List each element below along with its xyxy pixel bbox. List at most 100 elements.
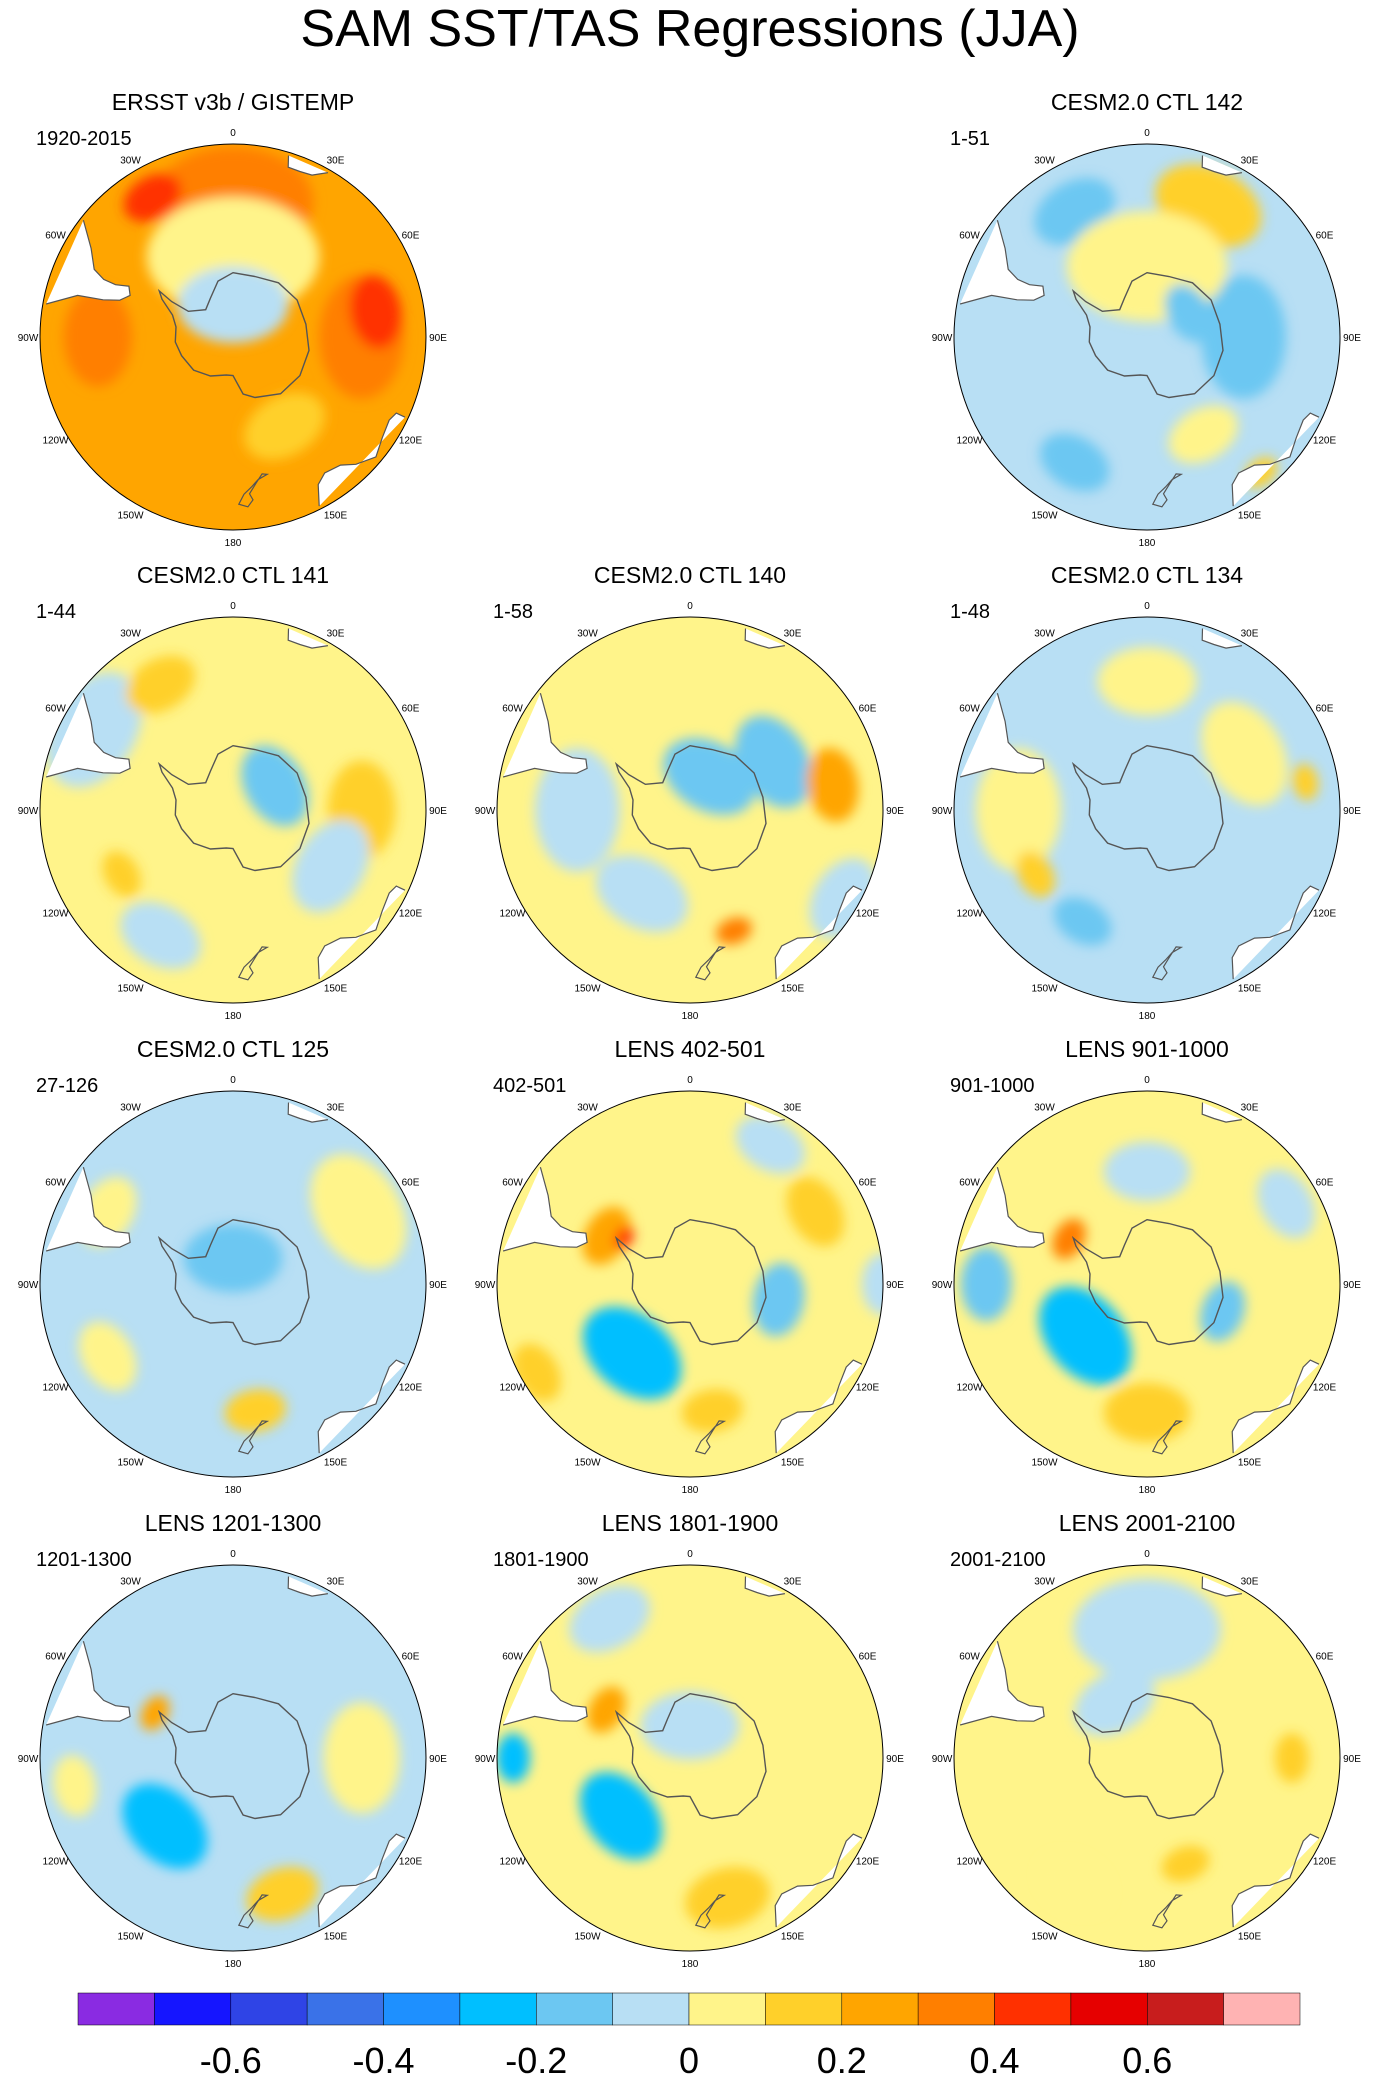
anomaly-region	[1103, 1141, 1191, 1202]
anomaly-region	[122, 1783, 208, 1869]
longitude-label: 60E	[1316, 1178, 1334, 1189]
anomaly-region	[1074, 1668, 1156, 1736]
panel-title: LENS 1201-1300	[145, 1510, 321, 1536]
anomaly-region	[1103, 1382, 1191, 1443]
antarctica-coast	[1071, 744, 1224, 872]
continent-coast	[502, 693, 588, 778]
longitude-label: 30E	[784, 1103, 802, 1114]
longitude-label: 120E	[1313, 436, 1337, 447]
colorbar-swatch	[765, 1992, 843, 2026]
longitude-label: 30E	[1241, 156, 1259, 167]
anomaly-region	[587, 1686, 626, 1733]
colorbar-swatch	[612, 1992, 690, 2026]
longitude-label: 0	[1144, 601, 1150, 612]
colorbar-swatch	[1147, 1992, 1224, 2026]
new-zealand-coast	[237, 1894, 270, 1929]
colorbar-tick-label: 0.2	[817, 2040, 867, 2081]
longitude-label: 60W	[45, 1178, 66, 1189]
anomaly-region	[1053, 897, 1112, 946]
longitude-label: 0	[687, 1549, 693, 1560]
longitude-label: 180	[1139, 1011, 1156, 1022]
panel-title: CESM2.0 CTL 140	[594, 562, 786, 588]
map-panel: 0 30E 60E 90E 120E 150E 180 150W 120W 90W 60W 30W LE…	[475, 1036, 905, 1496]
continent-coast	[502, 1641, 588, 1726]
longitude-label: 60E	[402, 1178, 420, 1189]
continent-coast	[287, 1102, 328, 1123]
panel-period: 27-126	[36, 1075, 98, 1097]
longitude-label: 90W	[932, 806, 953, 817]
coastlines	[959, 1102, 1320, 1455]
longitude-label: 150E	[781, 1458, 805, 1469]
colorbar-swatch	[77, 1992, 155, 2026]
panel-title: LENS 2001-2100	[1059, 1510, 1235, 1536]
background-field	[954, 1565, 1340, 1951]
longitude-label: 30W	[1034, 629, 1055, 640]
anomaly-region	[1164, 284, 1213, 342]
longitude-label: 180	[225, 1485, 242, 1496]
continent-coast	[287, 1576, 328, 1597]
longitude-label: 90W	[18, 1280, 39, 1291]
map-border	[39, 616, 427, 1004]
figure-title: SAM SST/TAS Regressions (JJA)	[300, 0, 1079, 58]
longitude-label: 60W	[502, 1652, 523, 1663]
longitude-label: 120E	[399, 909, 423, 920]
continent-coast	[744, 1102, 785, 1123]
panel-period: 1920-2015	[36, 128, 132, 150]
anomaly-field	[40, 1091, 426, 1477]
anomaly-region	[663, 738, 756, 816]
longitude-label: 0	[1144, 1549, 1150, 1560]
continent-coast	[1201, 1576, 1242, 1597]
new-zealand-coast	[1151, 1420, 1184, 1455]
continent-coast	[1201, 628, 1242, 649]
longitude-label: 120W	[499, 1857, 526, 1868]
longitude-label: 30E	[327, 1577, 345, 1588]
anomaly-field	[40, 144, 426, 530]
map-border	[39, 1090, 427, 1478]
continent-coast	[45, 220, 131, 305]
anomaly-region	[1201, 275, 1286, 399]
longitude-label: 30E	[327, 1103, 345, 1114]
longitude-label: 0	[230, 1075, 236, 1086]
coastlines	[45, 155, 406, 508]
anomaly-region	[63, 287, 132, 387]
longitude-label: 120W	[42, 1857, 69, 1868]
anomaly-region	[1168, 405, 1238, 464]
anomaly-region	[1200, 1281, 1246, 1342]
longitude-label: 60W	[502, 1178, 523, 1189]
longitude-label: 30E	[784, 629, 802, 640]
map-panel: 0 30E 60E 90E 120E 150E 180 150W 120W 90W 60W 30W LE…	[18, 1510, 448, 1970]
anomaly-region	[1257, 1169, 1316, 1239]
coastlines	[959, 628, 1320, 981]
coastlines	[502, 1102, 863, 1455]
longitude-label: 150W	[1031, 1458, 1058, 1469]
coastlines	[959, 155, 1320, 508]
colorbar-swatch	[688, 1992, 766, 2026]
continent-coast	[1231, 1359, 1320, 1454]
panel-title: CESM2.0 CTL 141	[137, 562, 329, 588]
new-zealand-coast	[694, 946, 727, 981]
new-zealand-coast	[694, 1894, 727, 1929]
anomaly-region	[292, 820, 369, 913]
map-border	[953, 1090, 1341, 1478]
colorbar-tick-label: 0.6	[1122, 2040, 1172, 2081]
longitude-label: 90E	[886, 1280, 904, 1291]
longitude-label: 180	[682, 1485, 699, 1496]
longitude-label: 150W	[117, 984, 144, 995]
coastlines	[45, 1102, 406, 1455]
anomaly-region	[246, 1866, 319, 1922]
map-panel: 0 30E 60E 90E 120E 150E 180 150W 120W 90W 60W 30W LE…	[932, 1510, 1362, 1970]
map-panel: 0 30E 60E 90E 120E 150E 180 150W 120W 90W 60W 30W LE…	[475, 1510, 905, 1970]
longitude-label: 30W	[577, 1577, 598, 1588]
new-zealand-coast	[237, 473, 270, 508]
new-zealand-coast	[1151, 1894, 1184, 1929]
anomaly-region	[177, 266, 289, 343]
anomaly-field	[954, 617, 1340, 1003]
longitude-label: 150E	[781, 984, 805, 995]
longitude-label: 120W	[956, 909, 983, 920]
anomaly-region	[975, 748, 1061, 872]
longitude-label: 60W	[502, 704, 523, 715]
continent-coast	[45, 1167, 131, 1252]
longitude-label: 30E	[327, 629, 345, 640]
longitude-label: 60E	[1316, 1652, 1334, 1663]
continent-coast	[959, 1167, 1045, 1252]
